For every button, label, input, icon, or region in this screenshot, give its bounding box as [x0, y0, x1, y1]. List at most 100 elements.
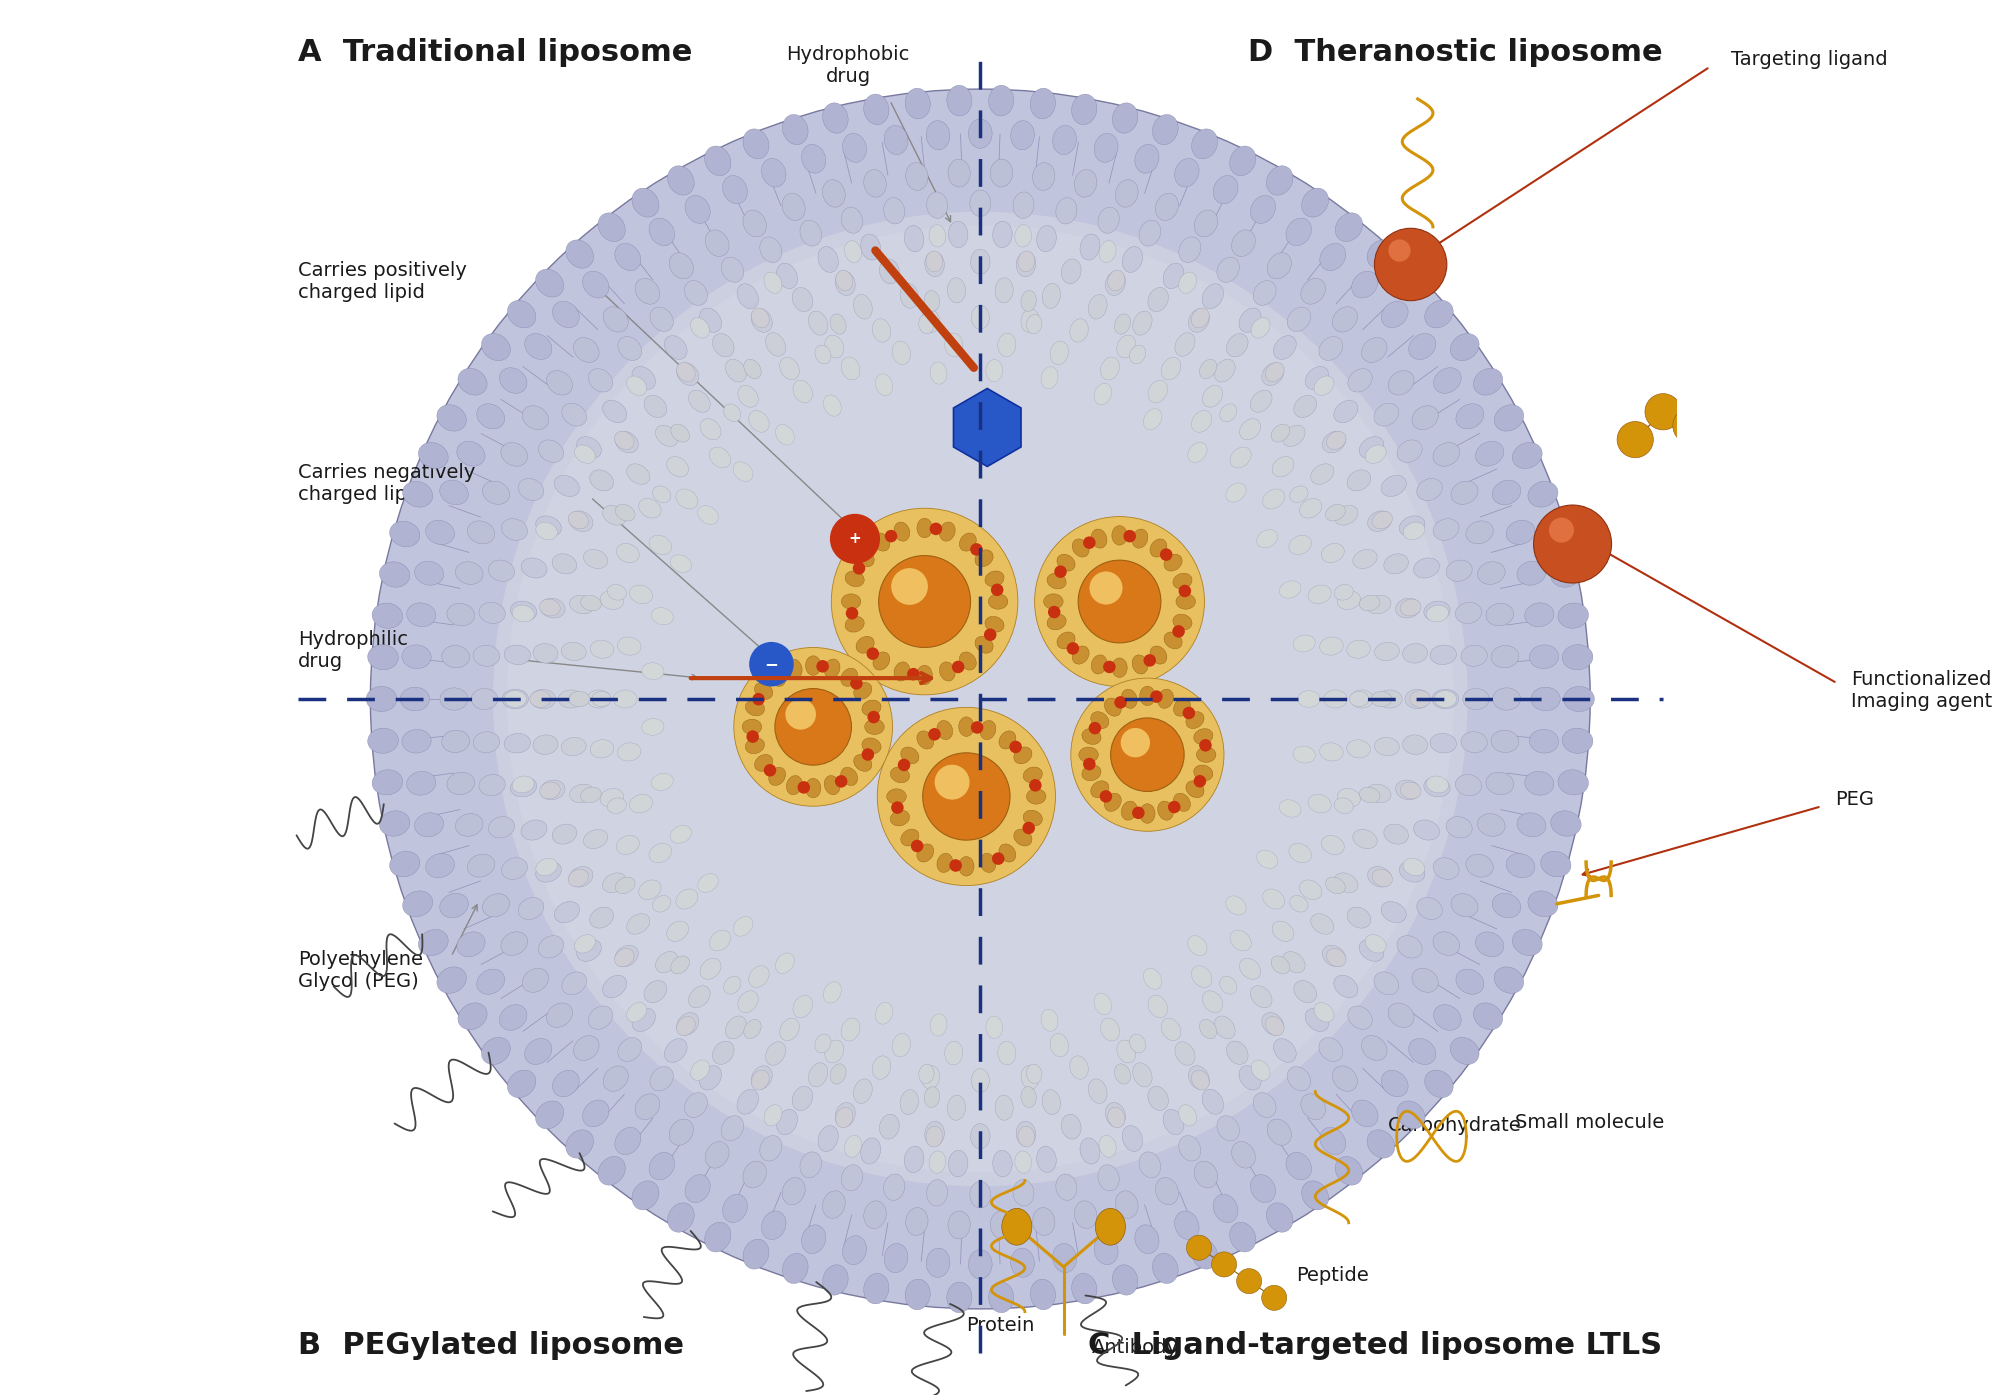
Ellipse shape — [1106, 271, 1126, 295]
Ellipse shape — [814, 1035, 832, 1053]
Ellipse shape — [1562, 728, 1592, 754]
Circle shape — [850, 677, 862, 689]
Ellipse shape — [844, 240, 862, 263]
Ellipse shape — [1478, 562, 1506, 584]
Circle shape — [834, 774, 848, 787]
Ellipse shape — [1320, 1127, 1346, 1155]
Ellipse shape — [724, 976, 740, 994]
Ellipse shape — [530, 689, 556, 709]
Ellipse shape — [632, 189, 658, 217]
Ellipse shape — [1320, 637, 1344, 656]
Ellipse shape — [1300, 278, 1326, 305]
Ellipse shape — [1302, 1181, 1328, 1209]
Ellipse shape — [1414, 821, 1440, 840]
Ellipse shape — [698, 506, 718, 524]
Ellipse shape — [980, 853, 996, 872]
Text: Polyethylene
Glycol (PEG): Polyethylene Glycol (PEG) — [298, 951, 422, 991]
Ellipse shape — [688, 390, 710, 412]
Ellipse shape — [1024, 768, 1042, 783]
Ellipse shape — [786, 658, 802, 678]
Ellipse shape — [618, 637, 640, 656]
Ellipse shape — [390, 521, 420, 547]
Ellipse shape — [650, 1152, 674, 1180]
Ellipse shape — [582, 271, 608, 298]
Ellipse shape — [604, 1065, 628, 1092]
Ellipse shape — [1432, 689, 1458, 709]
Ellipse shape — [1230, 1222, 1256, 1253]
Ellipse shape — [776, 425, 794, 445]
Ellipse shape — [806, 779, 820, 798]
Ellipse shape — [1108, 270, 1124, 291]
Ellipse shape — [1130, 1035, 1146, 1053]
Ellipse shape — [670, 1118, 694, 1145]
Ellipse shape — [1336, 1156, 1362, 1186]
Ellipse shape — [1090, 712, 1108, 728]
Ellipse shape — [1042, 284, 1060, 309]
Ellipse shape — [1366, 935, 1386, 953]
Ellipse shape — [738, 284, 758, 309]
Ellipse shape — [1122, 1125, 1142, 1152]
Ellipse shape — [482, 334, 510, 361]
Ellipse shape — [1326, 431, 1346, 450]
Ellipse shape — [1408, 1039, 1436, 1064]
Ellipse shape — [1346, 640, 1370, 658]
Ellipse shape — [1532, 688, 1560, 710]
Ellipse shape — [792, 995, 812, 1018]
Circle shape — [1120, 728, 1150, 758]
Ellipse shape — [1282, 952, 1306, 973]
Ellipse shape — [698, 874, 718, 892]
Ellipse shape — [406, 603, 436, 626]
Ellipse shape — [614, 431, 634, 450]
Ellipse shape — [1336, 212, 1362, 242]
Ellipse shape — [974, 636, 994, 653]
Ellipse shape — [1240, 418, 1260, 440]
Ellipse shape — [924, 1121, 944, 1146]
Ellipse shape — [562, 972, 586, 995]
Ellipse shape — [1404, 858, 1424, 875]
Ellipse shape — [598, 1156, 626, 1186]
Ellipse shape — [1178, 1135, 1200, 1162]
Ellipse shape — [1412, 969, 1438, 993]
Ellipse shape — [1148, 380, 1168, 403]
Ellipse shape — [456, 932, 486, 956]
Ellipse shape — [540, 598, 566, 618]
Ellipse shape — [552, 302, 580, 327]
Ellipse shape — [946, 1282, 972, 1313]
Ellipse shape — [916, 844, 934, 863]
Ellipse shape — [824, 1040, 844, 1062]
Ellipse shape — [1298, 691, 1320, 707]
Ellipse shape — [1492, 730, 1518, 752]
Ellipse shape — [738, 1089, 758, 1114]
Ellipse shape — [734, 461, 752, 481]
Ellipse shape — [1178, 236, 1200, 263]
Ellipse shape — [844, 1135, 862, 1158]
Ellipse shape — [1400, 600, 1422, 617]
Ellipse shape — [1348, 369, 1372, 391]
Ellipse shape — [744, 1239, 768, 1269]
Text: Carries positively
charged lipid: Carries positively charged lipid — [298, 261, 466, 302]
Ellipse shape — [890, 768, 910, 783]
Ellipse shape — [676, 489, 698, 509]
Ellipse shape — [562, 737, 586, 756]
Ellipse shape — [748, 411, 770, 432]
Ellipse shape — [1398, 935, 1422, 958]
Ellipse shape — [1486, 772, 1514, 794]
Ellipse shape — [1402, 735, 1428, 755]
Ellipse shape — [472, 689, 498, 709]
Ellipse shape — [1098, 1135, 1116, 1158]
Circle shape — [1090, 572, 1122, 604]
Ellipse shape — [502, 689, 528, 709]
Ellipse shape — [1150, 538, 1166, 556]
Ellipse shape — [1424, 777, 1450, 797]
Ellipse shape — [652, 608, 674, 625]
Ellipse shape — [1014, 192, 1034, 218]
Ellipse shape — [1162, 1018, 1180, 1040]
Ellipse shape — [474, 646, 500, 667]
Ellipse shape — [1374, 403, 1398, 426]
Ellipse shape — [532, 643, 558, 663]
Ellipse shape — [536, 858, 558, 875]
Ellipse shape — [842, 1236, 866, 1265]
Circle shape — [984, 629, 996, 640]
Ellipse shape — [1506, 520, 1534, 544]
Ellipse shape — [1266, 1202, 1292, 1232]
